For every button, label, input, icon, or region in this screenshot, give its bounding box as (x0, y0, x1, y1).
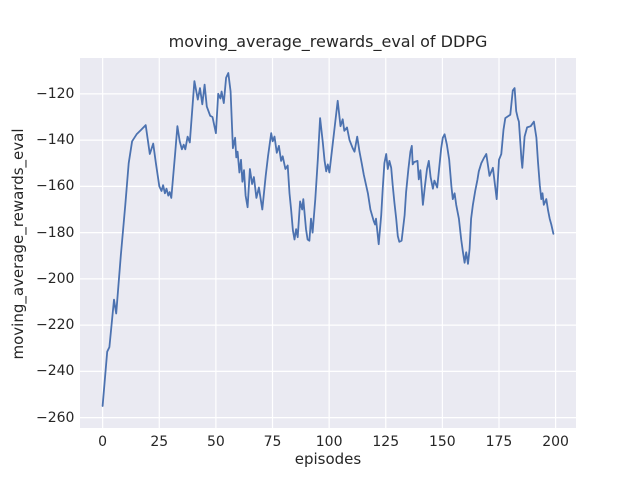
y-tick-label: −160 (36, 178, 75, 195)
x-tick-label: 50 (206, 434, 225, 450)
y-tick-label: −200 (36, 270, 75, 287)
x-tick-label: 175 (485, 434, 513, 450)
y-tick-label: −140 (36, 132, 75, 149)
y-tick-label: −120 (36, 85, 75, 102)
x-axis-label: episodes (294, 450, 362, 468)
chart-title: moving_average_rewards_eval of DDPG (168, 32, 488, 51)
y-tick-label: −180 (36, 224, 75, 241)
reward-line (101, 72, 555, 407)
y-tick-label: −240 (36, 363, 75, 380)
x-tick-label: 100 (315, 434, 343, 450)
x-tick-label: 0 (98, 434, 108, 450)
x-tick-label: 150 (428, 434, 456, 450)
x-tick-label: 125 (372, 434, 400, 450)
x-tick-label: 25 (150, 434, 169, 450)
y-tick-label: −220 (36, 317, 75, 334)
plot-area (80, 58, 576, 428)
x-tick-label: 75 (263, 434, 282, 450)
x-tick-label: 200 (542, 434, 569, 450)
y-tick-label: −260 (36, 409, 75, 426)
